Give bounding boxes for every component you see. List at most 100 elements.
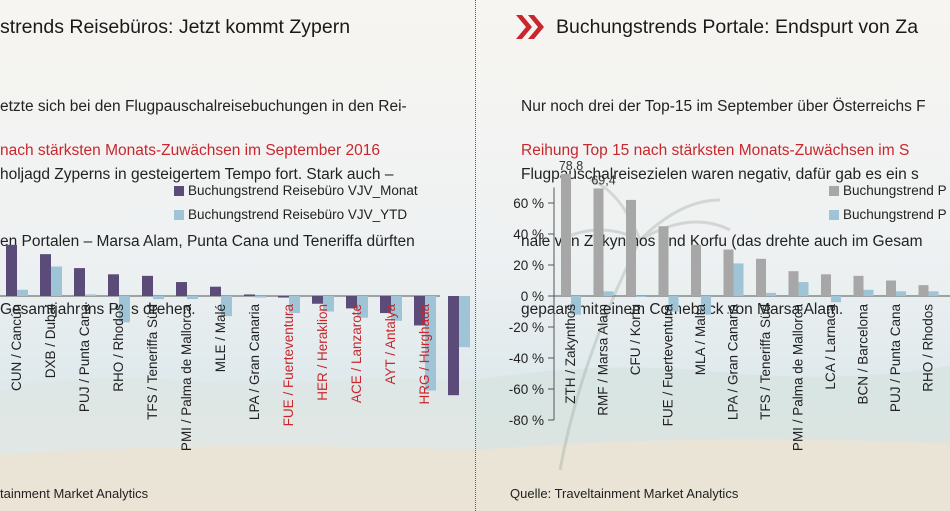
legend-swatch-ytd bbox=[174, 210, 184, 220]
legend-swatch-portal-ytd bbox=[829, 210, 839, 220]
bar-ytd bbox=[323, 296, 334, 312]
bar-monat bbox=[448, 296, 459, 396]
panel-divider bbox=[475, 0, 477, 511]
bar-portal-ytd bbox=[896, 291, 906, 296]
x-tick-label: BCN / Barcelona bbox=[856, 304, 871, 405]
x-tick-label: LPA / Gran Canaria bbox=[726, 304, 741, 421]
bar-portal-ytd bbox=[863, 289, 874, 296]
bar-portal-monat bbox=[561, 173, 571, 296]
bar-monat bbox=[40, 254, 51, 296]
x-tick-label: RHO / Rhodos bbox=[921, 304, 936, 392]
x-tick-label: RMF / Marsa Alam bbox=[596, 304, 611, 416]
left-intro-text: etzte sich bei den Flugpauschalreisebuch… bbox=[0, 51, 415, 366]
x-tick-label: LPA / Gran Canaria bbox=[247, 304, 262, 421]
bar-ytd bbox=[255, 296, 266, 298]
bar-monat bbox=[74, 268, 85, 296]
legend-label-portal-monat: Buchungstrend P bbox=[843, 183, 947, 198]
x-tick-label: RHO / Rhodos bbox=[111, 304, 126, 392]
bar-ytd bbox=[289, 296, 300, 314]
y-tick-label: 0 % bbox=[521, 289, 544, 304]
x-tick-label: CFU / Korfu bbox=[628, 304, 643, 375]
double-chevron-right-icon bbox=[516, 15, 544, 39]
bar-ytd bbox=[391, 296, 402, 321]
left-source: tainment Market Analytics bbox=[0, 486, 149, 501]
legend-swatch-monat bbox=[174, 186, 184, 196]
x-tick-label: PUJ / Punta Cana bbox=[888, 304, 903, 413]
bar-portal-monat bbox=[821, 274, 831, 296]
bar-portal-monat bbox=[918, 285, 929, 296]
y-tick-label: -40 % bbox=[509, 351, 544, 366]
right-bar-chart: 60 % 40 % 20 % 0 % -20 % -40 % -60 % -80 % 78,8 Z… bbox=[509, 159, 950, 452]
right-panel-title: Buchungstrends Portale: Endspurt von Za bbox=[556, 16, 919, 38]
data-label: 69,4 bbox=[591, 173, 615, 187]
bar-portal-monat bbox=[756, 258, 766, 296]
bar-portal-monat bbox=[853, 275, 864, 296]
left-intro-line: holjagd Zyperns in gesteigertem Tempo fo… bbox=[0, 165, 394, 183]
right-chart-subtitle: Reihung Top 15 nach stärksten Monats-Zuw… bbox=[521, 142, 910, 159]
x-tick-label: CUN / Cancún bbox=[9, 304, 24, 391]
left-panel: strends Reisebüros: Jetzt kommt Zypern e… bbox=[0, 16, 470, 501]
bar-ytd bbox=[51, 266, 62, 296]
x-tick-label: TFS / Teneriffa Süd bbox=[758, 304, 773, 420]
bar-portal-monat bbox=[788, 271, 799, 296]
left-bar-chart: CUN / Cancún DXB / Dubai PUJ / Punta Cana R… bbox=[0, 244, 470, 452]
left-intro-line: etzte sich bei den Flugpauschalreisebuch… bbox=[0, 98, 407, 115]
x-tick-label: PMI / Palma de Mallorca bbox=[179, 304, 194, 452]
left-panel-title: strends Reisebüros: Jetzt kommt Zypern bbox=[0, 16, 351, 38]
bar-portal-monat bbox=[593, 188, 604, 296]
bar-ytd bbox=[357, 296, 368, 318]
y-tick-label: 40 % bbox=[513, 227, 544, 242]
bar-portal-ytd bbox=[668, 296, 679, 312]
legend-label-ytd: Buchungstrend Reisebüro VJV_YTD bbox=[188, 207, 408, 222]
bar-portal-ytd bbox=[766, 292, 776, 296]
bar-portal-monat bbox=[886, 280, 896, 296]
x-tick-label: MLE / Malé bbox=[213, 304, 228, 372]
x-tick-label: MLA / Malta bbox=[693, 304, 708, 376]
bar-portal-ytd bbox=[571, 296, 581, 315]
x-tick-label: HER / Heraklion bbox=[315, 304, 330, 401]
bar-monat bbox=[176, 282, 187, 296]
bar-monat bbox=[380, 296, 391, 314]
bar-ytd bbox=[459, 296, 470, 348]
bar-portal-monat bbox=[658, 226, 669, 296]
bar-monat bbox=[210, 286, 221, 296]
x-tick-label: FUE / Fuerteventura bbox=[281, 304, 296, 427]
y-tick-label: -20 % bbox=[509, 320, 544, 335]
right-intro-line: nale von Zakynthos und Korfu (das drehte… bbox=[521, 233, 923, 250]
x-tick-label: DXB / Dubai bbox=[43, 304, 58, 378]
bar-monat bbox=[346, 296, 357, 309]
bar-portal-ytd bbox=[701, 296, 711, 315]
bar-monat bbox=[142, 275, 153, 296]
y-tick-label: -80 % bbox=[509, 413, 544, 428]
legend-swatch-portal-monat bbox=[829, 186, 839, 196]
x-tick-label: ACE / Lanzarote bbox=[349, 304, 364, 403]
bar-ytd bbox=[17, 289, 28, 296]
legend-label-portal-ytd: Buchungstrend P bbox=[843, 207, 947, 222]
x-tick-label: PMI / Palma de Mallorca bbox=[791, 304, 806, 452]
bar-monat bbox=[108, 274, 119, 296]
data-label: 78,8 bbox=[559, 159, 583, 173]
bar-ytd bbox=[153, 296, 164, 300]
right-source: Quelle: Traveltainment Market Analytics bbox=[510, 486, 739, 501]
bar-portal-monat bbox=[691, 244, 701, 296]
bar-ytd bbox=[85, 294, 96, 296]
x-tick-label: HRG / Hurghada bbox=[417, 304, 432, 405]
bar-portal-ytd bbox=[928, 291, 939, 296]
y-tick-label: -60 % bbox=[509, 382, 544, 397]
y-tick-label: 60 % bbox=[513, 196, 544, 211]
bar-monat bbox=[414, 296, 425, 326]
bar-portal-ytd bbox=[636, 296, 646, 297]
x-tick-label: AYT / Antalya bbox=[383, 304, 398, 385]
bar-monat bbox=[312, 296, 323, 304]
x-tick-label: FUE / Fuerteventura bbox=[661, 304, 676, 427]
bar-monat bbox=[6, 244, 17, 296]
bar-ytd bbox=[119, 296, 130, 323]
bar-portal-monat bbox=[723, 249, 734, 296]
right-panel: Buchungstrends Portale: Endspurt von Za … bbox=[476, 0, 950, 511]
x-tick-label: TFS / Teneriffa Süd bbox=[145, 304, 160, 420]
bar-portal-ytd bbox=[798, 282, 809, 296]
bar-portal-ytd bbox=[733, 263, 744, 296]
bar-portal-ytd bbox=[603, 291, 614, 296]
legend-label-monat: Buchungstrend Reisebüro VJV_Monat bbox=[188, 183, 418, 198]
x-tick-label: ZTH / Zakynthos bbox=[563, 304, 578, 404]
